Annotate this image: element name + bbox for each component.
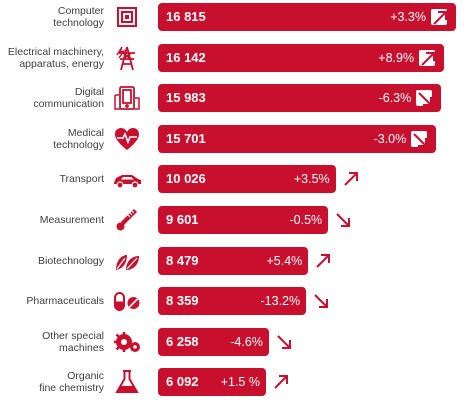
value-label: 6 258 xyxy=(166,333,199,349)
pills-icon xyxy=(112,286,142,316)
change-label: +1.5 % xyxy=(220,375,260,390)
bar xyxy=(158,3,456,31)
arrow-up-right-icon xyxy=(272,373,290,391)
value-label: 6 092 xyxy=(166,374,199,390)
category-label: Biotechnology xyxy=(0,246,104,276)
bar-row: Digital communication 15 983 -6.3% xyxy=(0,83,476,113)
category-label-line: communication xyxy=(33,98,104,111)
value-label: 15 983 xyxy=(166,90,206,106)
category-label: Pharmaceuticals xyxy=(0,286,104,316)
car-icon xyxy=(112,164,142,194)
category-label: Measurement xyxy=(0,205,104,235)
mobile-devices-icon xyxy=(112,83,142,113)
flask-icon xyxy=(112,367,142,397)
bar-row: Biotechnology 8 479 +5.4% xyxy=(0,246,476,276)
value-label: 8 479 xyxy=(166,252,199,268)
bar-row: Electrical machinery, apparatus, energy 16… xyxy=(0,43,476,73)
change-label: -6.3% xyxy=(378,91,412,106)
category-label-line: Transport xyxy=(59,173,104,186)
arrow-down-right-icon xyxy=(411,130,428,147)
category-label-line: machines xyxy=(59,341,104,354)
category-label-line: Electrical machinery, xyxy=(7,45,104,58)
power-pylon-icon xyxy=(112,43,142,73)
category-label: Organic fine chemistry xyxy=(0,367,104,397)
change-label: +3.5% xyxy=(293,172,330,187)
bar xyxy=(158,327,269,356)
value-label: 9 601 xyxy=(166,212,199,227)
arrow-up-right-icon xyxy=(342,170,360,188)
arrow-up-right-icon xyxy=(419,49,436,66)
change-label: -3.0% xyxy=(373,131,407,146)
bar xyxy=(158,43,445,72)
category-label-line: technology xyxy=(53,17,104,29)
category-label-line: Medical xyxy=(67,126,104,139)
arrow-down-right-icon xyxy=(334,211,352,229)
category-label: Medical technology xyxy=(0,124,104,154)
bar-row: Pharmaceuticals 8 359 -13.2% xyxy=(0,286,476,316)
category-label: Computer technology xyxy=(0,2,104,32)
arrow-up-right-icon xyxy=(314,252,332,270)
thermometer-icon xyxy=(112,205,142,235)
heart-pulse-icon xyxy=(112,124,142,154)
value-label: 16 142 xyxy=(166,49,206,65)
category-label: Transport xyxy=(0,164,104,194)
value-label: 10 026 xyxy=(166,171,206,187)
bar xyxy=(158,287,307,316)
bar xyxy=(158,84,442,113)
change-label: +8.9% xyxy=(378,50,415,65)
arrow-down-right-icon xyxy=(416,90,433,107)
arrow-down-right-icon xyxy=(312,292,330,310)
category-label: Electrical machinery, apparatus, energy xyxy=(0,43,104,73)
category-label-line: fine chemistry xyxy=(39,382,104,395)
bar xyxy=(158,165,336,194)
bar xyxy=(158,124,437,153)
category-label-line: technology xyxy=(53,138,104,151)
gears-icon xyxy=(112,327,142,357)
category-label-line: Organic xyxy=(67,370,104,383)
value-label: 15 701 xyxy=(166,130,206,146)
category-label-line: Measurement xyxy=(39,214,104,226)
value-label: 16 815 xyxy=(166,9,206,24)
change-label: -13.2% xyxy=(260,294,301,309)
arrow-up-right-icon xyxy=(431,9,447,25)
category-label-line: Other special xyxy=(42,329,104,342)
bar-row: Medical technology 15 701 -3.0% xyxy=(0,124,476,154)
change-label: -0.5% xyxy=(289,213,323,227)
value-label: 8 359 xyxy=(166,293,199,309)
bar-row: Measurement 9 601 -0.5% xyxy=(0,205,476,235)
bar xyxy=(158,368,266,397)
arrow-down-right-icon xyxy=(275,333,293,351)
category-label-line: Digital xyxy=(74,86,104,99)
leaves-icon xyxy=(112,246,142,276)
change-label: +3.3% xyxy=(390,10,426,24)
bar-row: Transport 10 026 +3.5% xyxy=(0,164,476,194)
bar xyxy=(158,206,329,234)
chip-icon xyxy=(112,2,142,32)
category-label-line: Pharmaceuticals xyxy=(26,295,104,308)
category-label: Digital communication xyxy=(0,83,104,113)
category-label-line: apparatus, energy xyxy=(19,57,104,70)
category-label-line: Computer xyxy=(57,5,104,17)
category-label: Other special machines xyxy=(0,327,104,357)
bar-row: Organic fine chemistry 6 092 +1.5 % xyxy=(0,367,476,397)
bar-row: Other special machines 6 258 -4.6% xyxy=(0,327,476,357)
change-label: +5.4% xyxy=(266,253,303,268)
category-label-line: Biotechnology xyxy=(38,254,104,267)
change-label: -4.6% xyxy=(230,334,263,349)
bar-row: Computer technology 16 815 +3.3% xyxy=(0,2,476,32)
bar xyxy=(158,246,309,275)
